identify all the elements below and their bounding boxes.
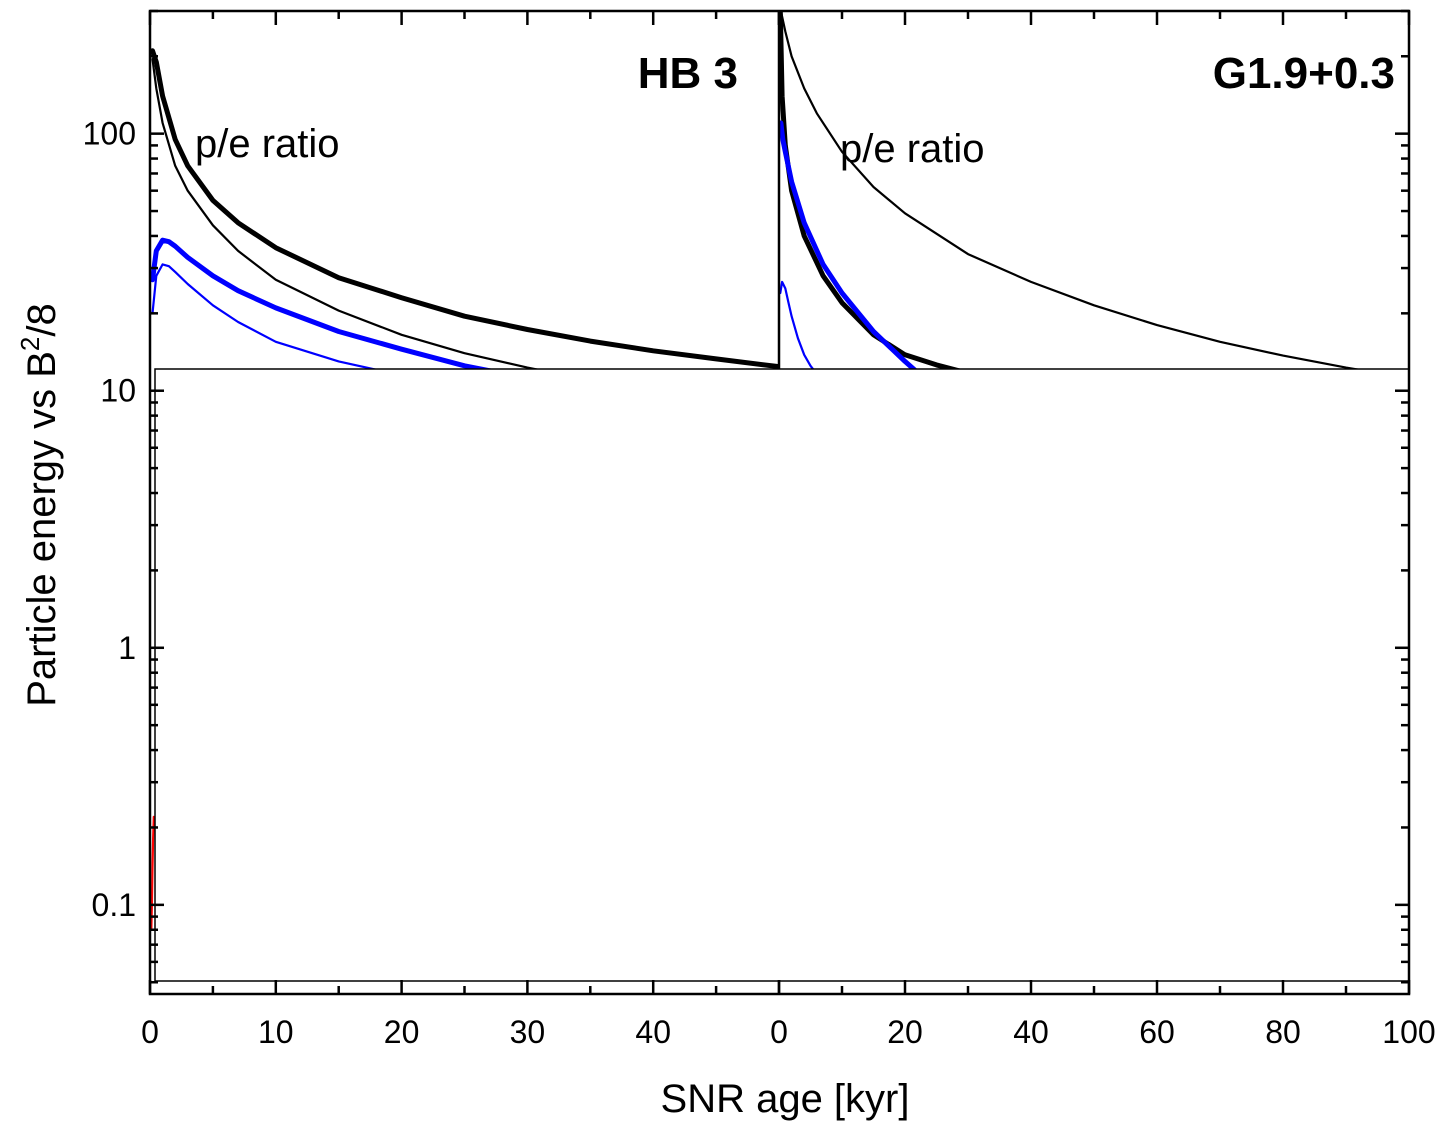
x-tick-label: 40 bbox=[635, 1014, 671, 1050]
panel-2-series-1 bbox=[779, 11, 1409, 380]
y-axis-label-suffix: /8 bbox=[20, 303, 64, 336]
x-tick-label: 0 bbox=[141, 1014, 159, 1050]
panel-left-title: HB 3 bbox=[638, 49, 738, 98]
panel-left-annotation: p/e ratio bbox=[195, 122, 340, 166]
x-tick-label: 80 bbox=[1265, 1014, 1301, 1050]
axis-ticks bbox=[148, 9, 1411, 994]
y-axis-label-sup: 2 bbox=[15, 337, 45, 351]
x-tick-label: 0 bbox=[770, 1014, 788, 1050]
x-tick-label: 100 bbox=[1382, 1014, 1435, 1050]
panel-1-series-4 bbox=[151, 263, 416, 380]
y-axis-label-main: Particle energy vs B bbox=[20, 351, 64, 707]
panel-1-series-5 bbox=[150, 815, 155, 931]
x-tick-label: 10 bbox=[258, 1014, 294, 1050]
x-axis-label: SNR age [kyr] bbox=[661, 1077, 910, 1121]
x-tick-label: 60 bbox=[1139, 1014, 1175, 1050]
panel-2-series-4 bbox=[779, 280, 825, 381]
panel-right-title: G1.9+0.3 bbox=[1213, 49, 1395, 98]
x-tick-label: 30 bbox=[510, 1014, 546, 1050]
y-tick-label: 100 bbox=[83, 116, 136, 152]
panel-2-series-3 bbox=[779, 120, 927, 381]
x-tick-labels: 0 10 20 30 40 0 20 40 60 80 100 bbox=[141, 1014, 1436, 1050]
panel-right-annotation: p/e ratio bbox=[840, 127, 985, 171]
x-tick-label: 40 bbox=[1013, 1014, 1049, 1050]
occluding-panel bbox=[154, 368, 1410, 982]
panel-1-series-2 bbox=[151, 57, 592, 382]
panel-1-series-1 bbox=[150, 48, 779, 370]
series-lines bbox=[150, 11, 1409, 931]
y-tick-label: 10 bbox=[100, 373, 136, 409]
x-tick-label: 20 bbox=[887, 1014, 923, 1050]
y-tick-label: 1 bbox=[118, 630, 136, 666]
y-axis-label: Particle energy vs B2/8 bbox=[15, 303, 64, 707]
x-tick-label: 20 bbox=[384, 1014, 420, 1050]
panel-2-series-2 bbox=[779, 11, 1002, 382]
panel-1-series-3 bbox=[150, 237, 530, 381]
y-tick-label: 0.1 bbox=[92, 887, 136, 923]
y-tick-labels: 100 10 1 0.1 bbox=[83, 116, 136, 923]
